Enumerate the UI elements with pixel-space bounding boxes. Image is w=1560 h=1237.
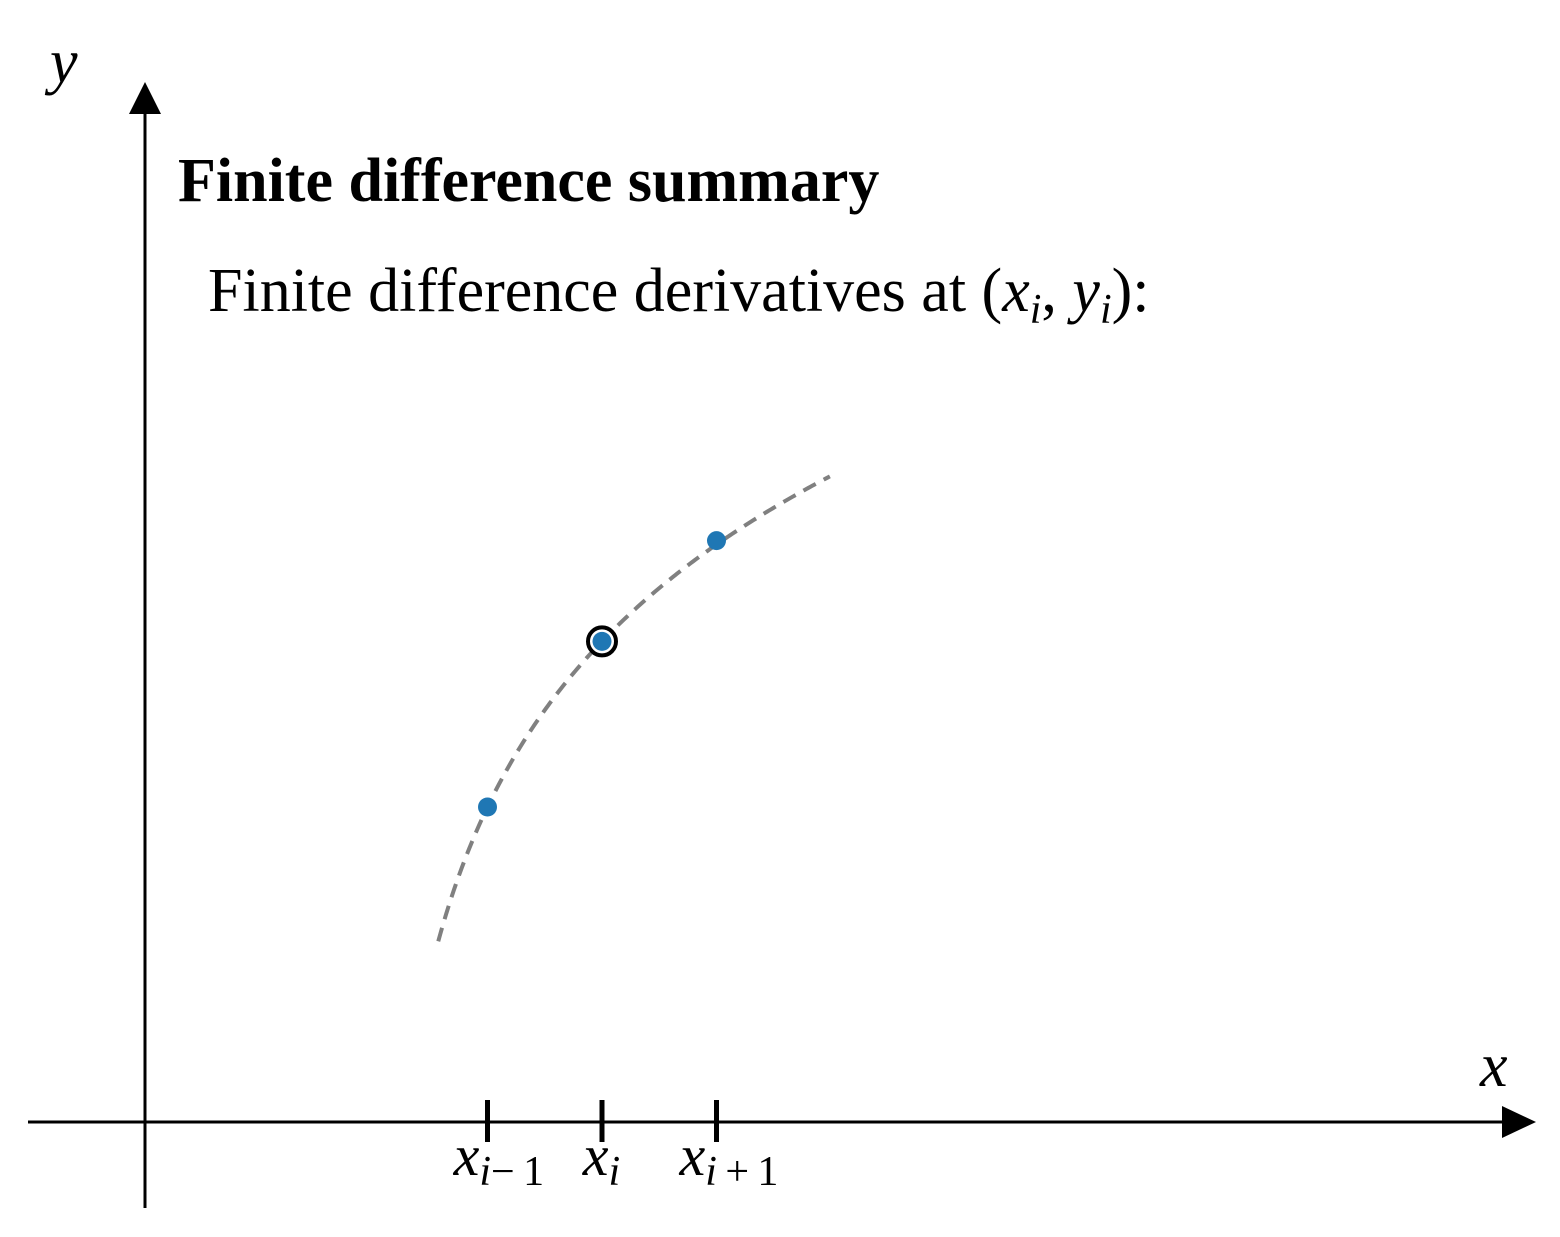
data-points bbox=[478, 531, 726, 817]
data-point bbox=[707, 531, 726, 551]
y-axis-arrowhead bbox=[129, 82, 161, 114]
x-ticks: xi− 1 xi xi + 1 bbox=[453, 1100, 779, 1195]
x-tick-label: xi bbox=[582, 1123, 620, 1195]
derivative-caption: Finite difference derivatives at (xi, yi… bbox=[208, 257, 1149, 333]
x-tick-label: xi− 1 bbox=[453, 1123, 545, 1195]
data-point bbox=[478, 797, 497, 817]
summary-heading: Finite difference summary bbox=[178, 147, 879, 215]
x-axis-label: x bbox=[1479, 1032, 1508, 1100]
y-axis-label: y bbox=[44, 28, 78, 96]
data-point bbox=[592, 631, 612, 651]
x-tick-label: xi + 1 bbox=[679, 1123, 779, 1195]
x-axis-arrowhead bbox=[1502, 1106, 1536, 1138]
dashed-curve bbox=[436, 474, 831, 942]
